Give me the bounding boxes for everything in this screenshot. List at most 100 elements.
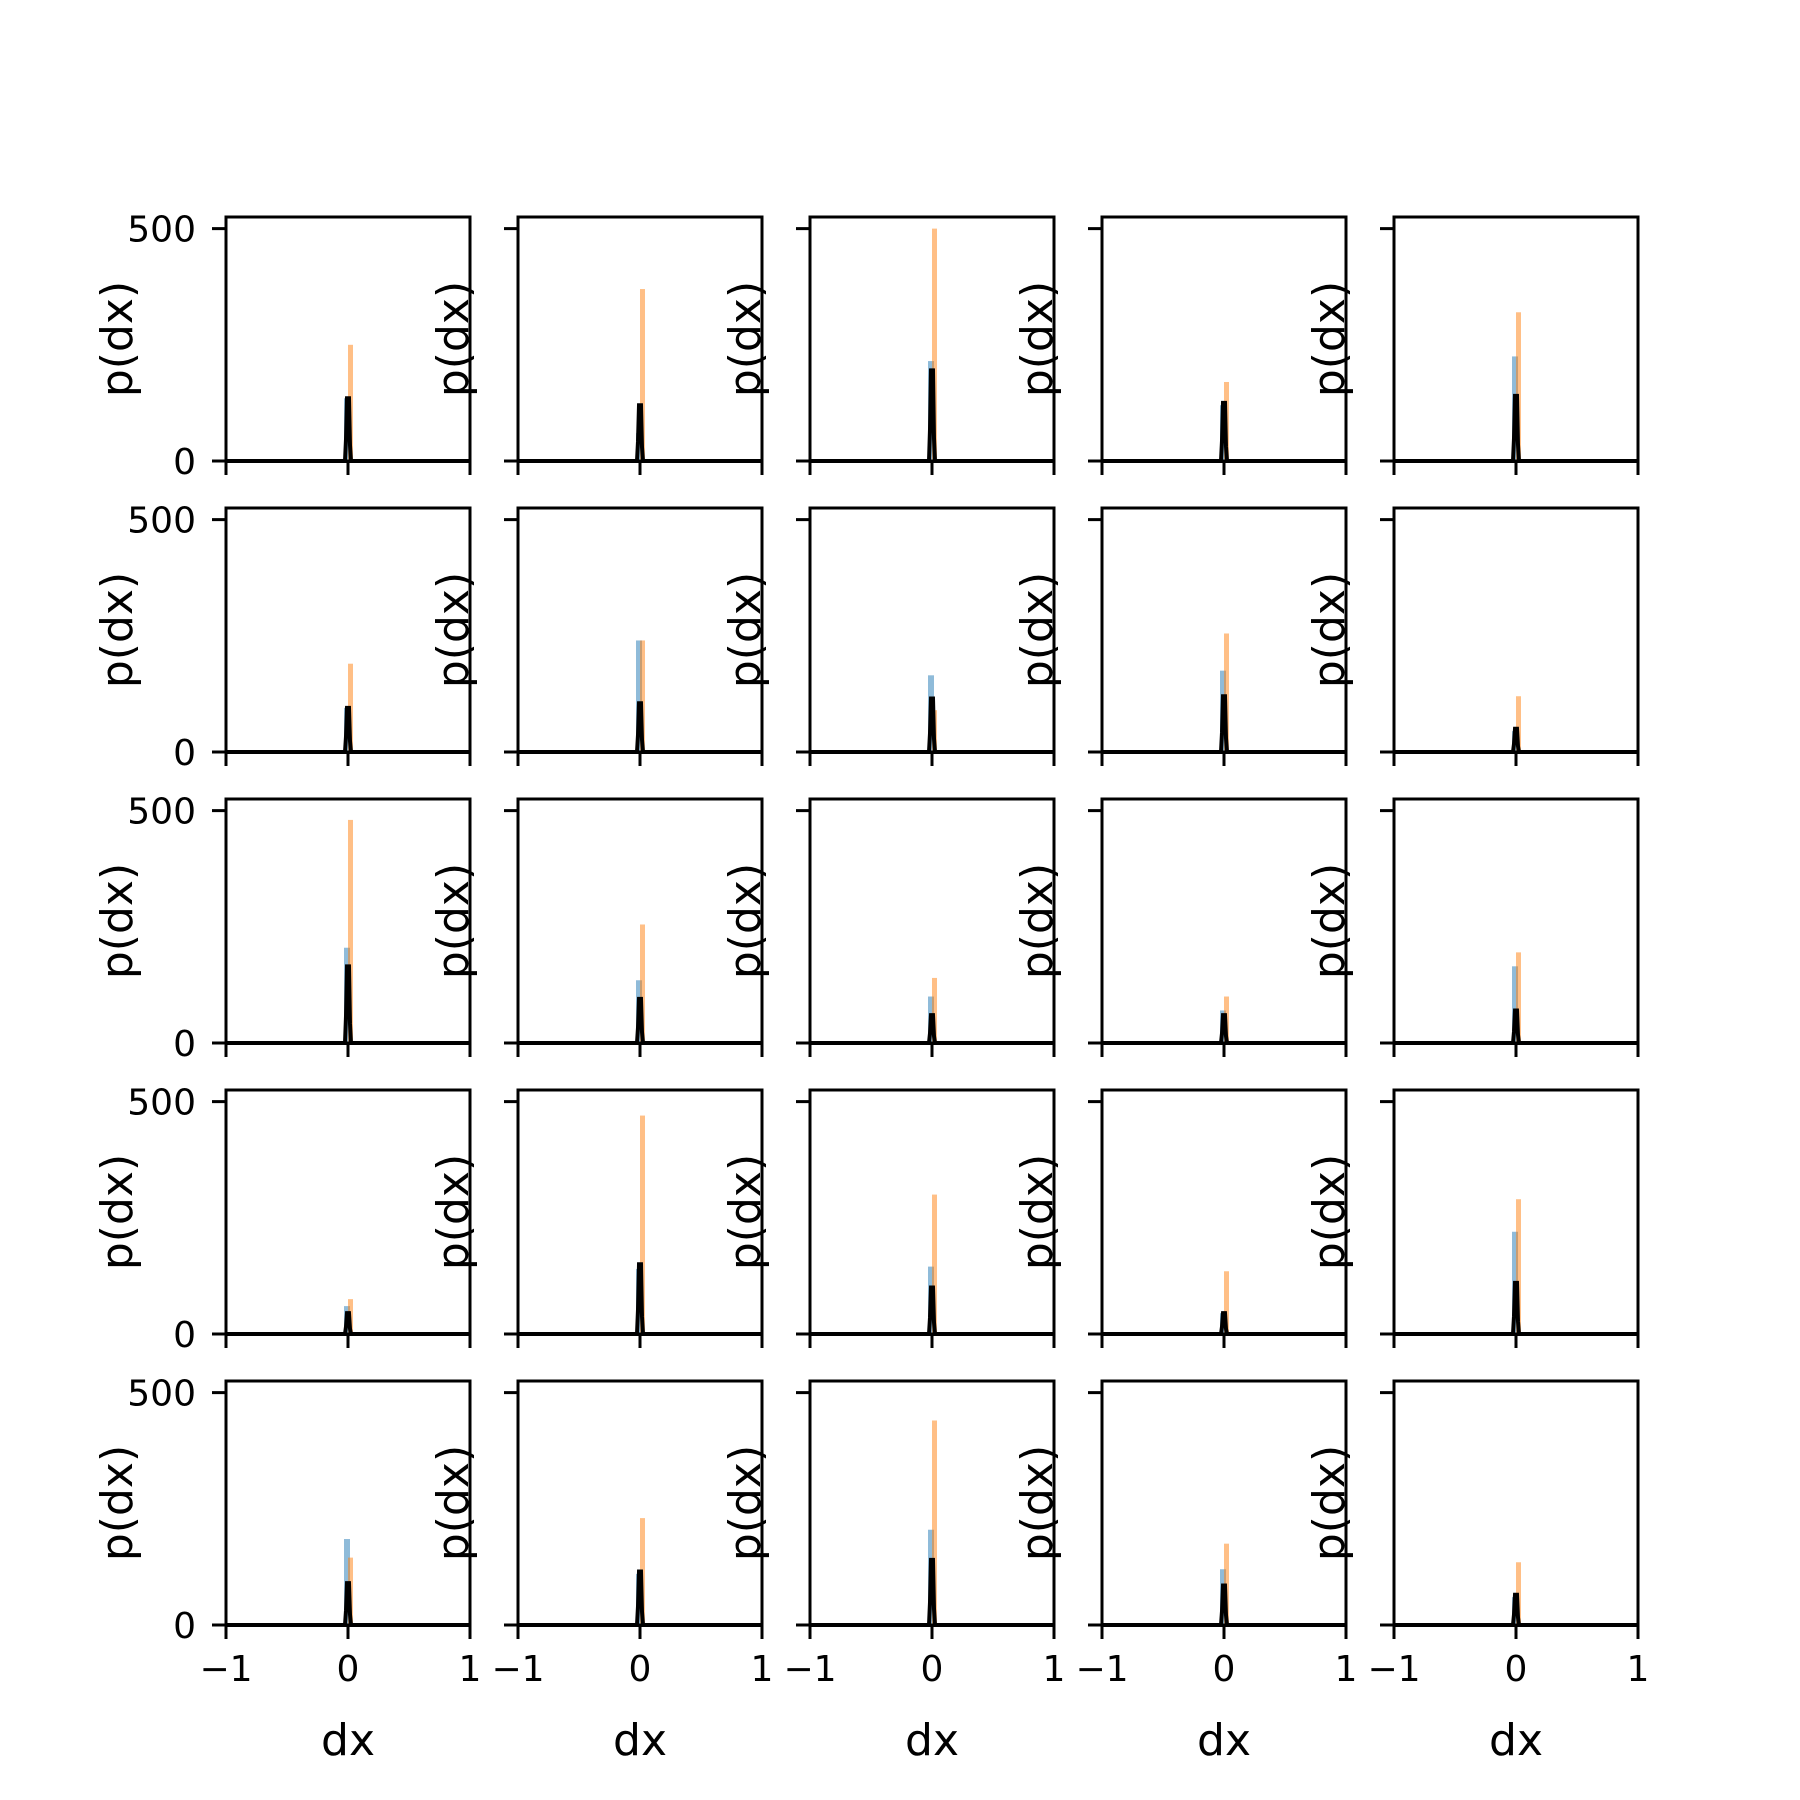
x-tick-label: 1 (459, 1649, 482, 1690)
y-axis-label: p(dx) (1304, 1154, 1355, 1270)
y-tick-label: 500 (127, 1083, 196, 1124)
histogram-bar-orange (1516, 696, 1521, 752)
y-axis-label: p(dx) (92, 863, 143, 979)
histogram-bar-orange (932, 228, 937, 461)
x-axis-label: dx (905, 1715, 959, 1766)
y-axis-label: p(dx) (1304, 863, 1355, 979)
density-curve (226, 1581, 470, 1627)
histogram-bar-orange (640, 640, 645, 752)
subplot-5-2: −1 0 1 dx p(dx) (428, 1379, 774, 1766)
histogram-bar-orange (640, 1115, 645, 1334)
density-curve (226, 964, 470, 1045)
x-tick-label: −1 (199, 1649, 252, 1690)
histogram-bar-orange (348, 819, 353, 1043)
subplot-5-4: −1 0 1 dx p(dx) (1012, 1379, 1358, 1766)
density-curve (810, 696, 1054, 754)
x-axis-label: dx (1489, 1715, 1543, 1766)
density-curve (1102, 400, 1346, 463)
x-tick-label: 1 (1043, 1649, 1066, 1690)
subplot-5-3: −1 0 1 dx p(dx) (720, 1379, 1066, 1766)
x-tick-label: 0 (337, 1649, 360, 1690)
y-axis-label: p(dx) (720, 863, 771, 979)
subplot-grid: dx0500p(dx)dxp(dx)dxp(dx)dxp(dx)dxp(dx)d… (92, 210, 1649, 1766)
histogram-bar-orange (640, 289, 645, 461)
histogram-bar-orange (932, 1194, 937, 1334)
density-curve (1394, 393, 1638, 463)
y-tick-label: 0 (173, 442, 196, 483)
x-tick-label: −1 (1367, 1649, 1420, 1690)
density-curve (518, 996, 762, 1045)
density-curve (518, 403, 762, 463)
subplot-3-3: dxp(dx) (720, 797, 1056, 1132)
x-axis-label: dx (613, 1715, 667, 1766)
density-curve (518, 1569, 762, 1627)
x-tick-label: −1 (491, 1649, 544, 1690)
y-tick-label: 0 (173, 733, 196, 774)
y-axis-label: p(dx) (1012, 281, 1063, 397)
x-tick-label: 1 (1335, 1649, 1358, 1690)
density-curve (810, 1557, 1054, 1627)
histogram-bar-orange (1516, 952, 1521, 1043)
x-tick-label: −1 (783, 1649, 836, 1690)
subplot-background (216, 1088, 480, 1336)
y-axis-label: p(dx) (1304, 1445, 1355, 1561)
x-axis-label: dx (321, 1715, 375, 1766)
density-curve (518, 1262, 762, 1336)
y-tick-label: 0 (173, 1024, 196, 1065)
y-tick-label: 500 (127, 1374, 196, 1415)
subplot-3-2: dxp(dx) (428, 797, 764, 1132)
y-axis-label: p(dx) (428, 863, 479, 979)
x-tick-label: 1 (1627, 1649, 1650, 1690)
y-axis-label: p(dx) (92, 1154, 143, 1270)
density-curve (1102, 1583, 1346, 1627)
histogram-bar-blue (636, 640, 642, 752)
y-axis-label: p(dx) (92, 281, 143, 397)
y-tick-label: 500 (127, 792, 196, 833)
y-axis-label: p(dx) (1012, 1445, 1063, 1561)
y-axis-label: p(dx) (1012, 863, 1063, 979)
y-axis-label: p(dx) (92, 1445, 143, 1561)
y-axis-label: p(dx) (720, 1445, 771, 1561)
y-axis-label: p(dx) (1304, 281, 1355, 397)
y-axis-label: p(dx) (720, 572, 771, 688)
y-axis-label: p(dx) (92, 572, 143, 688)
histogram-bar-orange (1224, 633, 1229, 752)
x-tick-label: 1 (751, 1649, 774, 1690)
y-axis-label: p(dx) (428, 1154, 479, 1270)
x-tick-label: 0 (629, 1649, 652, 1690)
density-curve (810, 1285, 1054, 1336)
y-tick-label: 500 (127, 210, 196, 251)
y-tick-label: 500 (127, 501, 196, 542)
density-curve (226, 396, 470, 463)
y-axis-label: p(dx) (428, 281, 479, 397)
y-axis-label: p(dx) (1012, 1154, 1063, 1270)
histogram-bar-blue (1512, 966, 1518, 1043)
y-axis-label: p(dx) (720, 1154, 771, 1270)
x-axis-label: dx (1197, 1715, 1251, 1766)
histogram-bar-orange (640, 924, 645, 1043)
histogram-bar-orange (1516, 1199, 1521, 1334)
histogram-bar-orange (932, 977, 937, 1043)
x-tick-label: 0 (1505, 1649, 1528, 1690)
x-tick-label: −1 (1075, 1649, 1128, 1690)
y-axis-label: p(dx) (1304, 572, 1355, 688)
density-curve (1102, 694, 1346, 754)
density-curve (1394, 1280, 1638, 1336)
subplot-5-5: −1 0 1 dx p(dx) (1304, 1379, 1650, 1766)
density-curve (810, 368, 1054, 463)
y-axis-label: p(dx) (428, 1445, 479, 1561)
y-tick-label: 0 (173, 1315, 196, 1356)
y-axis-label: p(dx) (428, 572, 479, 688)
histogram-bar-orange (1224, 1271, 1229, 1334)
y-tick-label: 0 (173, 1606, 196, 1647)
density-curve (518, 701, 762, 754)
x-tick-label: 0 (921, 1649, 944, 1690)
y-axis-label: p(dx) (720, 281, 771, 397)
x-tick-label: 0 (1213, 1649, 1236, 1690)
density-curve (226, 705, 470, 754)
histogram-bar-orange (1516, 312, 1521, 461)
y-axis-label: p(dx) (1012, 572, 1063, 688)
histogram-bar-orange (932, 1420, 937, 1625)
